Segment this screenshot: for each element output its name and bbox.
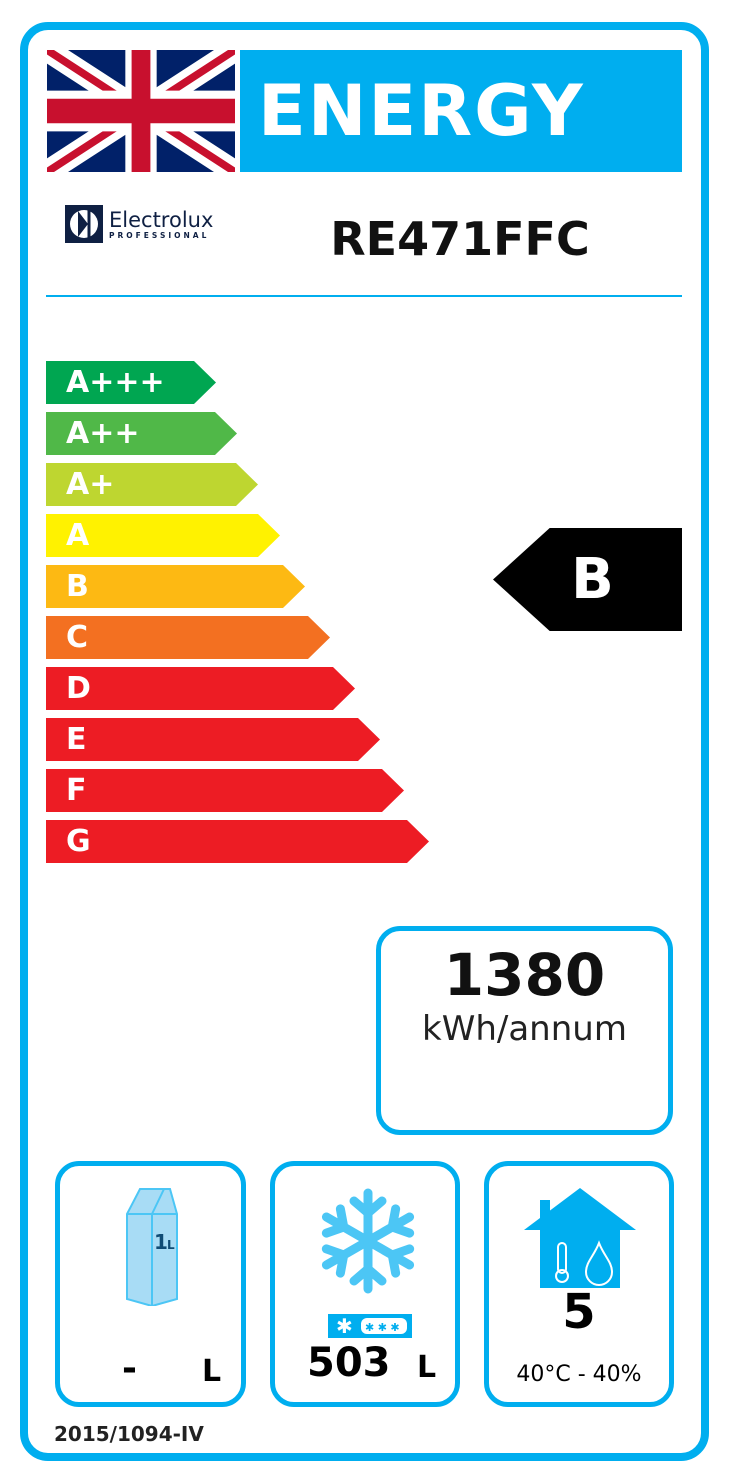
energy-value: 1380: [443, 941, 606, 1009]
fresh-value: -: [122, 1348, 137, 1389]
energy-title: ENERGY: [240, 50, 682, 172]
frozen-volume-box: ✱ ✱ ✱ ✱ 503 L: [270, 1161, 460, 1407]
scale-bar-c: C: [46, 616, 330, 659]
scale-bar-g: G: [46, 820, 429, 863]
union-jack-flag-icon: [47, 50, 235, 172]
scale-bar-a: A: [46, 514, 280, 557]
brand-logo: Electrolux PROFESSIONAL: [65, 205, 213, 243]
scale-bar-e: E: [46, 718, 380, 761]
scale-bar-aplus: A+: [46, 463, 258, 506]
climate-class-box: 5 40°C - 40%: [484, 1161, 674, 1407]
milk-carton-icon: 1 L: [126, 1188, 178, 1306]
scale-bar-aplusplusplus: A+++: [46, 361, 216, 404]
label-frame: [20, 22, 709, 1461]
regulation-reference: 2015/1094-IV: [54, 1422, 204, 1446]
fresh-unit: L: [202, 1354, 222, 1389]
scale-bar-f: F: [46, 769, 404, 812]
carton-label: 1: [154, 1230, 168, 1254]
scale-bar-aplusplus: A++: [46, 412, 237, 455]
four-star-freezer-icon: ✱ ✱ ✱ ✱: [328, 1314, 412, 1338]
svg-text:✱ ✱ ✱: ✱ ✱ ✱: [365, 1321, 400, 1334]
energy-unit: kWh/annum: [422, 1009, 627, 1049]
svg-text:✱: ✱: [336, 1314, 353, 1338]
frozen-value: 503: [307, 1340, 391, 1386]
fresh-volume-box: 1 L - L: [55, 1161, 246, 1407]
brand-sub: PROFESSIONAL: [109, 230, 210, 240]
frozen-unit: L: [417, 1350, 437, 1385]
house-climate-icon: [524, 1188, 636, 1288]
model-number: RE471FFC: [330, 212, 590, 266]
snowflake-icon: [318, 1188, 418, 1296]
divider: [46, 295, 682, 297]
electrolux-logo-icon: [65, 205, 103, 243]
scale-bar-d: D: [46, 667, 355, 710]
energy-consumption-box: 1380 kWh/annum: [376, 926, 673, 1135]
svg-text:L: L: [167, 1238, 175, 1252]
scale-bar-b: B: [46, 565, 305, 608]
climate-class: 5: [562, 1284, 596, 1340]
climate-conditions: 40°C - 40%: [516, 1362, 642, 1387]
brand-name: Electrolux: [109, 207, 214, 232]
